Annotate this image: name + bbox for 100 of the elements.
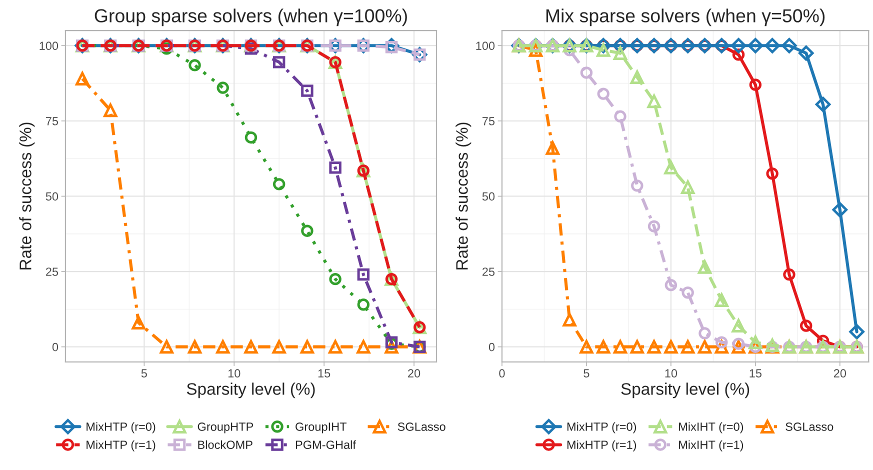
point [764, 38, 780, 54]
y-tick-label: 50 [482, 192, 495, 201]
legend-label: MixHTP (r=0) [86, 422, 156, 434]
point [272, 178, 286, 190]
y-tick-label: 50 [46, 192, 58, 201]
point [782, 38, 797, 54]
point [682, 286, 694, 299]
point [730, 38, 746, 54]
x-axis-title: Sparsity level (%) [621, 382, 750, 398]
point [188, 59, 201, 72]
x-axis-title: Sparsity level (%) [186, 382, 315, 398]
x-tick-label: 15 [318, 369, 330, 378]
legend-label: GroupHTP [198, 422, 254, 434]
legend-label: MixHTP (r=0) [567, 422, 636, 434]
y-axis-title: Rate of success (%) [19, 122, 35, 270]
point [832, 202, 848, 218]
point [104, 104, 118, 118]
y-tick-label: 75 [482, 117, 495, 126]
chart-title: Mix sparse solvers (when γ=50%) [546, 8, 825, 26]
x-tick-label: 20 [408, 369, 420, 378]
point [301, 224, 314, 237]
point [783, 268, 796, 281]
y-tick-label: 0 [488, 342, 495, 352]
y-tick-label: 25 [482, 268, 495, 276]
point [272, 340, 286, 354]
point [664, 340, 678, 354]
point [714, 293, 728, 307]
x-tick-label: 10 [665, 369, 678, 378]
legend-label: MixIHT (r=0) [679, 422, 744, 434]
legend-label: MixIHT (r=1) [679, 440, 744, 452]
legend-label: SGLasso [786, 422, 834, 431]
point [562, 312, 576, 327]
x-tick-label: 15 [750, 369, 762, 378]
legend-label: MixHTP (r=1) [86, 440, 156, 452]
point [328, 340, 342, 354]
point [631, 180, 644, 192]
y-tick-label: 25 [46, 268, 58, 276]
point [648, 220, 660, 232]
legend-label: SGLasso [398, 422, 446, 431]
point [216, 82, 229, 94]
point [630, 340, 644, 354]
y-axis-title: Rate of success (%) [456, 122, 472, 270]
point [849, 324, 864, 340]
x-tick-label: 0 [499, 369, 505, 378]
point [681, 340, 695, 354]
point [357, 298, 370, 311]
point [132, 316, 146, 330]
point [698, 340, 712, 354]
point [749, 78, 762, 91]
legend-label: BlockOMP [198, 440, 252, 449]
legend-label: GroupIHT [296, 422, 347, 434]
point [664, 160, 678, 174]
point [748, 38, 764, 54]
point [647, 94, 661, 108]
point [580, 66, 593, 79]
point [698, 260, 712, 274]
chart-title: Group sparse solvers (when γ=100%) [94, 8, 407, 26]
point [766, 168, 778, 180]
point [597, 88, 610, 100]
point [244, 131, 258, 144]
point [244, 340, 258, 354]
point [698, 327, 711, 340]
legend-label: MixHTP (r=1) [567, 440, 636, 452]
point [188, 340, 202, 354]
point [614, 110, 626, 123]
point [664, 278, 678, 292]
point [596, 340, 610, 354]
point [580, 340, 594, 354]
x-tick-label: 5 [584, 369, 590, 378]
point [613, 46, 628, 60]
point [76, 72, 90, 86]
y-tick-label: 0 [52, 342, 58, 352]
point [798, 46, 814, 61]
legend-label: PGM-GHalf [296, 440, 356, 449]
point [732, 338, 745, 350]
point [732, 318, 746, 333]
point [647, 340, 661, 354]
point [301, 84, 314, 97]
point [716, 336, 728, 348]
point [300, 340, 314, 354]
point [357, 268, 370, 281]
point [800, 320, 812, 332]
point [272, 56, 286, 68]
point [329, 161, 342, 174]
y-tick-label: 75 [46, 117, 58, 126]
point [160, 340, 174, 354]
point [546, 141, 560, 155]
point [329, 272, 342, 286]
x-tick-label: 20 [834, 369, 846, 378]
point [681, 180, 695, 194]
point [613, 340, 628, 354]
point [596, 43, 610, 57]
point [216, 340, 230, 354]
point [630, 70, 644, 84]
point [356, 340, 370, 354]
x-tick-label: 5 [141, 369, 147, 378]
x-tick-label: 10 [228, 369, 240, 378]
y-tick-label: 100 [40, 42, 58, 50]
point [815, 96, 831, 112]
y-tick-label: 100 [476, 42, 495, 50]
